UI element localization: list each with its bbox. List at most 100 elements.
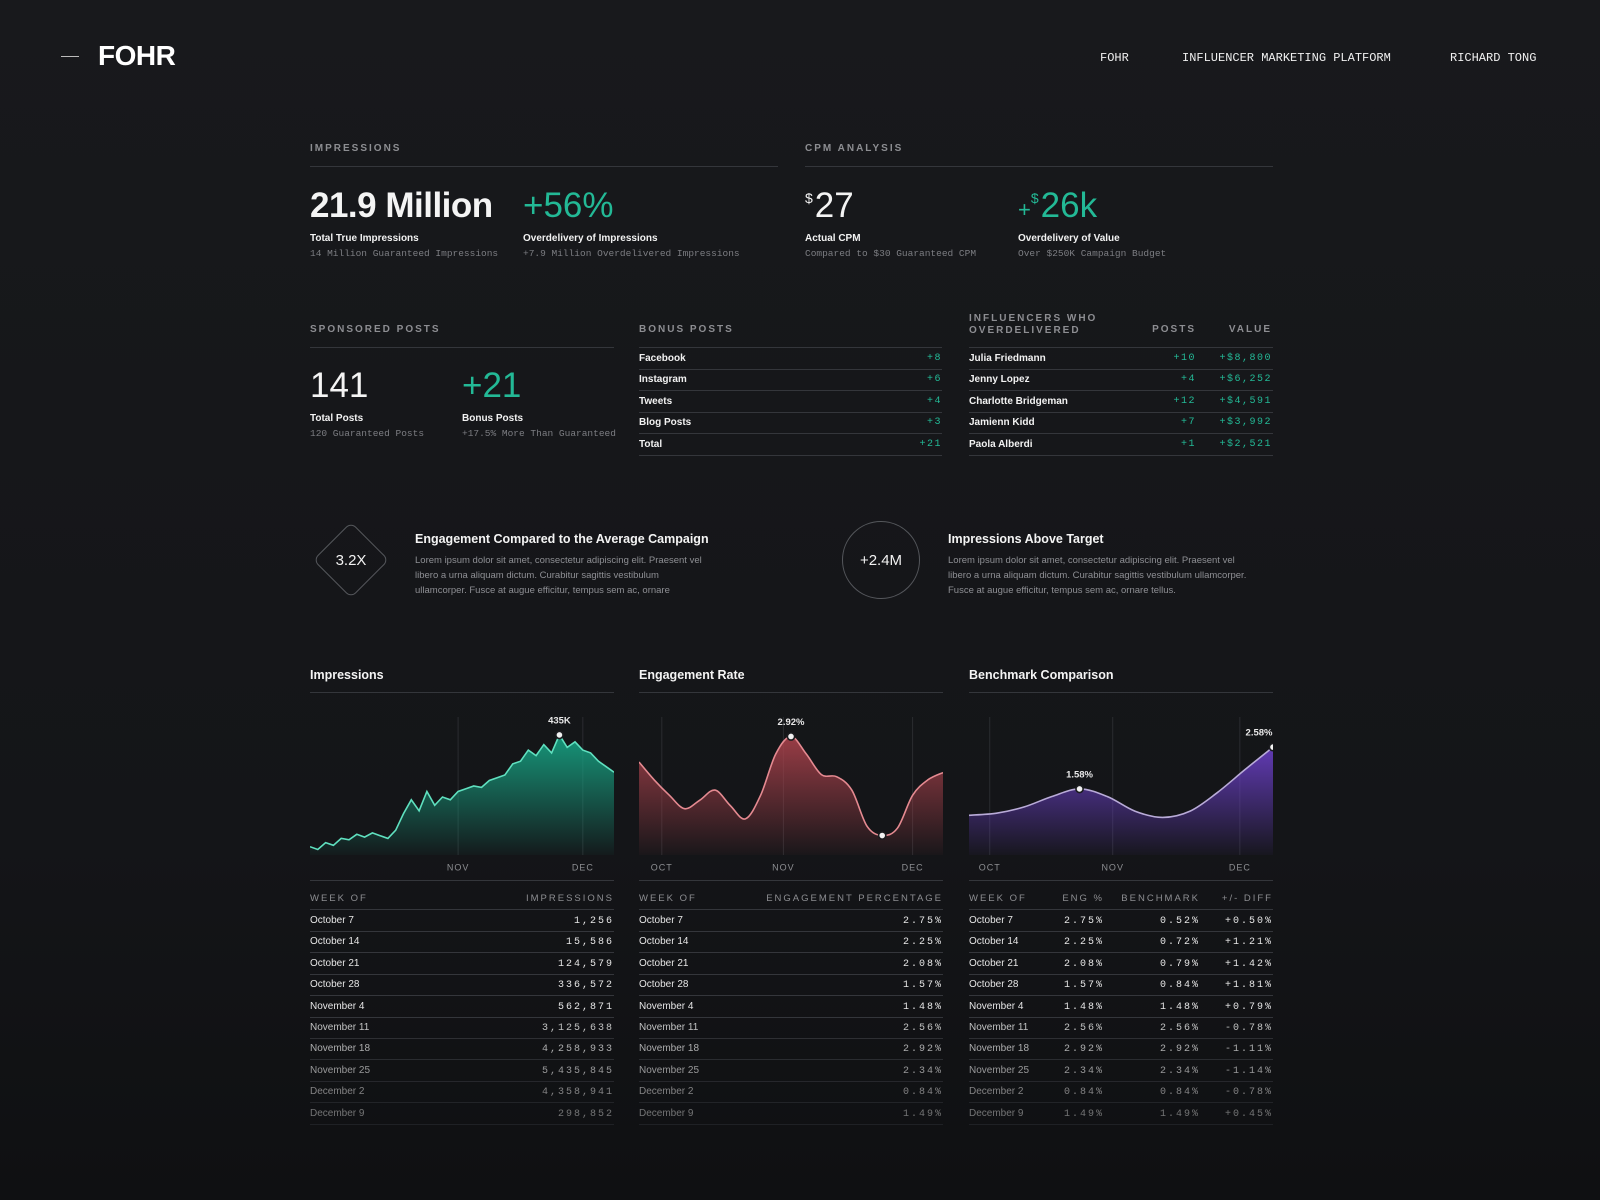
row-value: +1.21% xyxy=(1224,937,1273,949)
divider xyxy=(310,995,614,997)
row-value: +7 xyxy=(1180,417,1196,429)
stat-value: 21.9 Million xyxy=(310,186,493,226)
stat-note: +7.9 Million Overdelivered Impressions xyxy=(523,248,740,259)
row-value: 0.84% xyxy=(1159,980,1200,992)
column-heading: BENCHMARK xyxy=(1121,893,1200,904)
row-value: 2.25% xyxy=(1063,937,1104,949)
row-value: 0.72% xyxy=(1159,937,1200,949)
area xyxy=(310,734,614,855)
highlight-text: Lorem ipsum dolor sit amet, consectetur … xyxy=(415,555,702,596)
divider xyxy=(969,909,1273,910)
row-label: Julia Friedmann xyxy=(969,353,1046,364)
stat-value: 141 xyxy=(310,366,368,406)
row-value: +3 xyxy=(926,417,942,429)
divider xyxy=(639,1016,943,1018)
stat-number: 26k xyxy=(1040,186,1098,225)
stat-label: Total Posts xyxy=(310,413,364,424)
stat-number: 27 xyxy=(814,186,854,225)
row-value: +$4,591 xyxy=(1219,395,1272,407)
row-value: 3,125,638 xyxy=(541,1023,614,1034)
stat-value: +$26k xyxy=(1018,186,1097,226)
stat-label: Overdelivery of Impressions xyxy=(523,233,658,244)
divider xyxy=(969,1016,1273,1018)
divider xyxy=(969,973,1273,975)
row-label: Total xyxy=(639,438,663,450)
row-value: 2.92% xyxy=(902,1044,943,1056)
row-value: 15,586 xyxy=(565,937,614,949)
badge-value: 3.2X xyxy=(335,552,367,569)
divider xyxy=(969,1080,1273,1082)
nav-link[interactable]: INFLUENCER MARKETING PLATFORM xyxy=(1182,51,1391,65)
row-value: 4,258,933 xyxy=(541,1044,614,1056)
row-label: November 18 xyxy=(639,1043,700,1055)
section-heading: SPONSORED POSTS xyxy=(310,324,441,335)
row-value: 1.48% xyxy=(1063,1001,1104,1013)
divider xyxy=(310,1038,614,1039)
divider xyxy=(310,931,614,932)
row-value: 1.48% xyxy=(902,1001,943,1013)
row-value: 0.52% xyxy=(1159,916,1200,927)
row-value: 336,572 xyxy=(557,980,614,992)
row-value: 298,852 xyxy=(557,1108,614,1120)
divider xyxy=(639,347,942,348)
row-value: 2.92% xyxy=(1063,1044,1104,1056)
stat-label: Actual CPM xyxy=(805,233,861,244)
stat-note: Compared to $30 Guaranteed CPM xyxy=(805,248,977,259)
row-value: +0.79% xyxy=(1224,1001,1273,1013)
stat-sign: + xyxy=(1018,197,1031,222)
row-label: Jamienn Kidd xyxy=(969,417,1035,429)
x-tick-label: DEC xyxy=(1229,862,1251,872)
stat-label: Total True Impressions xyxy=(310,233,419,244)
row-value: 2.34% xyxy=(902,1065,943,1077)
row-label: December 9 xyxy=(310,1107,365,1119)
nav-link[interactable]: FOHR xyxy=(1100,51,1129,65)
row-label: November 11 xyxy=(310,1022,370,1033)
column-heading: IMPRESSIONS xyxy=(526,893,614,904)
row-label: November 18 xyxy=(310,1043,371,1055)
divider xyxy=(639,390,942,392)
row-value: 2.75% xyxy=(902,916,943,927)
stat-number: 141 xyxy=(310,366,369,405)
row-label: October 21 xyxy=(969,957,1019,969)
row-value: +10 xyxy=(1173,353,1196,364)
stat-label: Bonus Posts xyxy=(462,413,524,424)
line xyxy=(310,733,614,851)
row-label: November 11 xyxy=(639,1022,699,1033)
divider xyxy=(805,166,1273,167)
divider xyxy=(639,433,942,435)
row-value: +$3,992 xyxy=(1219,417,1272,429)
row-label: November 25 xyxy=(639,1064,700,1076)
row-value: +$8,800 xyxy=(1219,353,1272,364)
column-heading: ENG % xyxy=(1062,893,1104,904)
section-heading: CPM ANALYSIS xyxy=(805,143,904,154)
row-value: +21 xyxy=(919,438,942,450)
row-label: Instagram xyxy=(639,374,687,386)
row-value: 1,256 xyxy=(573,916,614,927)
stat-number: 21.9 Million xyxy=(310,186,493,225)
stat-value: +21 xyxy=(462,366,521,406)
row-value: +$6,252 xyxy=(1219,374,1272,386)
divider xyxy=(639,995,943,997)
divider xyxy=(969,347,1273,348)
divider xyxy=(639,1080,943,1082)
divider xyxy=(310,1016,614,1018)
badge-circle xyxy=(842,521,920,599)
column-heading: WEEK OF xyxy=(639,893,697,904)
row-value: 2.75% xyxy=(1063,916,1104,927)
divider xyxy=(969,390,1273,392)
stat-currency: $ xyxy=(805,190,813,206)
row-value: 1.49% xyxy=(902,1108,943,1120)
highlight-title: Engagement Compared to the Average Campa… xyxy=(415,532,709,546)
row-label: November 4 xyxy=(639,1000,694,1012)
highlight-text: Lorem ipsum dolor sit amet, consectetur … xyxy=(948,555,1247,596)
row-value: 2.56% xyxy=(1159,1023,1200,1034)
divider xyxy=(639,692,943,693)
column-heading: INFLUENCERS WHO OVERDELIVERED xyxy=(969,313,1098,336)
data-label: 2.58% xyxy=(1246,728,1273,739)
nav-link[interactable]: RICHARD TONG xyxy=(1450,51,1537,65)
row-value: 5,435,845 xyxy=(541,1065,614,1077)
row-value: +1.42% xyxy=(1224,958,1273,970)
stat-currency: $ xyxy=(1030,190,1039,206)
x-tick-label: DEC xyxy=(572,862,594,872)
point-marker xyxy=(1268,742,1273,752)
